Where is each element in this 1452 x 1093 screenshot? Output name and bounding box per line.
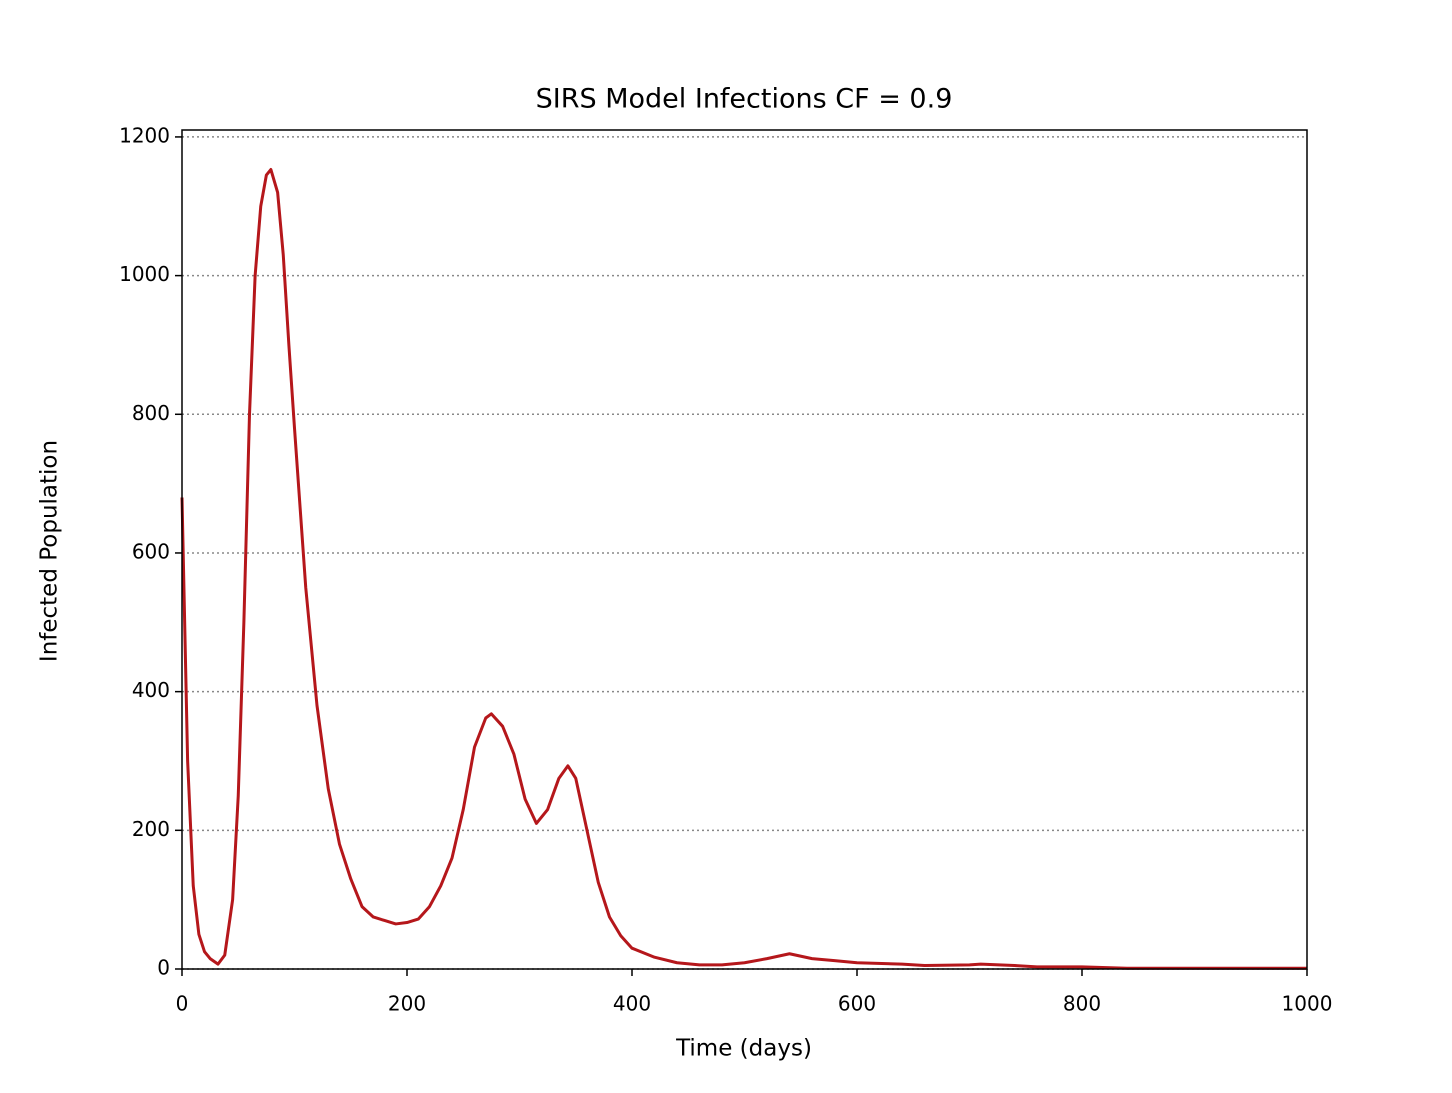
y-tick-label: 0	[157, 956, 170, 980]
x-tick-label: 0	[176, 992, 189, 1016]
y-axis-label: Infected Population	[37, 440, 63, 662]
x-tick-label: 800	[1063, 992, 1101, 1016]
line	[180, 168, 1307, 970]
y-tick-label: 1000	[119, 262, 170, 286]
x-tick-label: 1000	[1282, 992, 1333, 1016]
y-tick-label: 1200	[119, 123, 170, 147]
y-tick-label: 200	[132, 817, 170, 841]
chart-title: SIRS Model Infections CF = 0.9	[536, 84, 953, 115]
y-tick-label: 400	[132, 678, 170, 702]
x-tick-label: 600	[838, 992, 876, 1016]
plot-frame	[181, 129, 1308, 970]
y-tick-label: 600	[132, 539, 170, 563]
x-axis-label: Time (days)	[675, 1036, 812, 1062]
x-tick-label: 400	[613, 992, 651, 1016]
y-tick-label: 800	[132, 401, 170, 425]
x-tick-label: 200	[388, 992, 426, 1016]
